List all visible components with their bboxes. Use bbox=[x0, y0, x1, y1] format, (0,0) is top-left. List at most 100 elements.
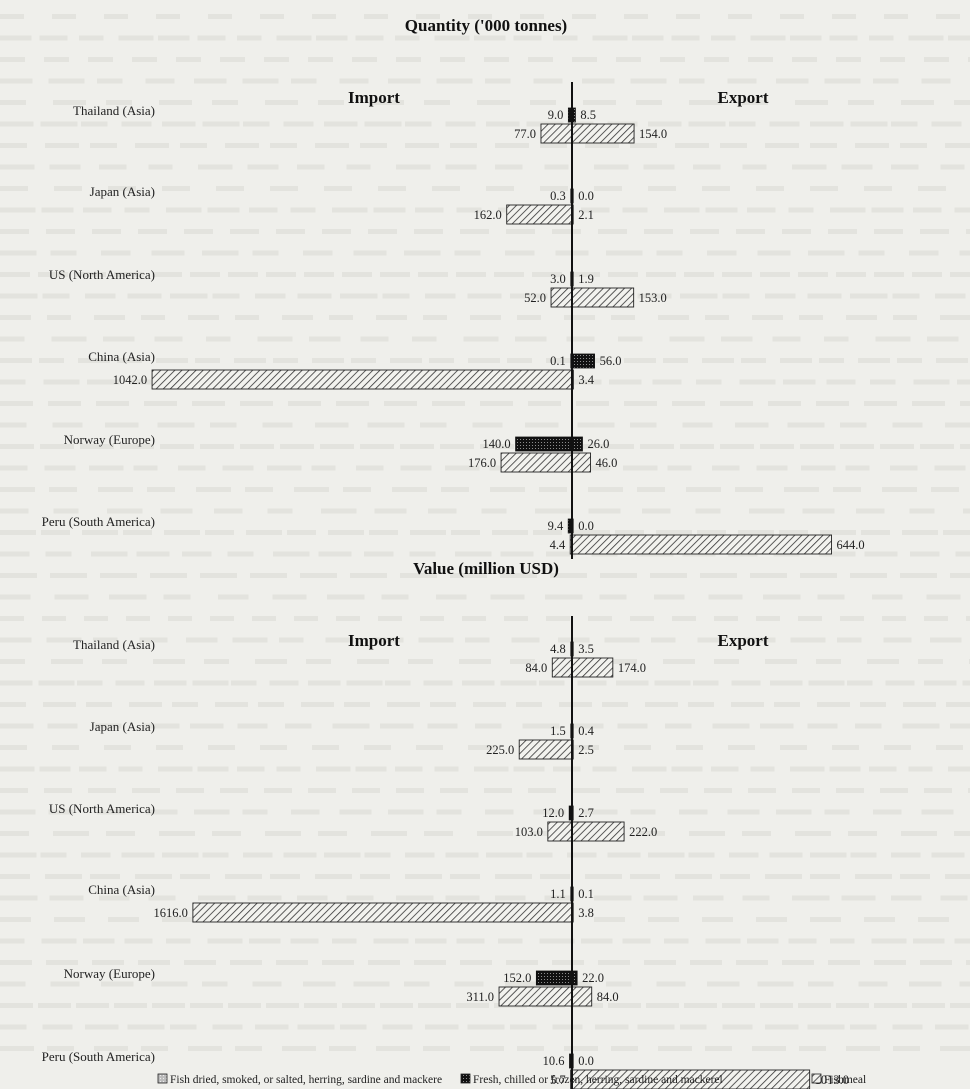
value-label: 311.0 bbox=[466, 990, 494, 1004]
bar-fresh-import bbox=[535, 970, 573, 986]
category-row: Japan (Asia) 0.3 0.0 162.0 2.1 bbox=[90, 184, 594, 225]
bar-fishmeal-import bbox=[506, 204, 573, 225]
value-label: 140.0 bbox=[482, 437, 510, 451]
legend-item: Fresh, chilled or frozen, herring, sardi… bbox=[460, 1073, 723, 1086]
category-row: Peru (South America) 9.4 0.0 4.4 644.0 bbox=[42, 514, 865, 555]
value-label: 3.4 bbox=[578, 373, 594, 387]
category-label: Japan (Asia) bbox=[90, 184, 155, 199]
value-label: 0.0 bbox=[578, 189, 594, 203]
value-label: 84.0 bbox=[525, 661, 547, 675]
legend-label: Fish dried, smoked, or salted, herring, … bbox=[170, 1074, 442, 1086]
category-label: Norway (Europe) bbox=[64, 432, 155, 447]
value-label: 153.0 bbox=[639, 291, 667, 305]
value-label: 8.5 bbox=[580, 108, 596, 122]
bar-fishmeal-export bbox=[571, 986, 593, 1007]
value-label: 225.0 bbox=[486, 743, 514, 757]
category-label: China (Asia) bbox=[88, 882, 155, 897]
bar-fishmeal-import bbox=[547, 821, 573, 842]
import-label: Import bbox=[348, 88, 400, 107]
bar-fresh-export bbox=[571, 353, 595, 369]
value-label: 10.6 bbox=[543, 1054, 565, 1068]
value-label: 0.4 bbox=[578, 724, 594, 738]
category-label: Norway (Europe) bbox=[64, 966, 155, 981]
value-label: 0.0 bbox=[578, 1054, 594, 1068]
legend-swatch bbox=[811, 1073, 822, 1084]
value-label: 2.1 bbox=[578, 208, 594, 222]
legend: Fish dried, smoked, or salted, herring, … bbox=[157, 1073, 866, 1086]
export-label: Export bbox=[718, 88, 769, 107]
category-row: US (North America) 3.0 1.9 52.0 153.0 bbox=[49, 267, 667, 308]
bar-fishmeal-import bbox=[151, 369, 573, 390]
bar-fishmeal-import bbox=[551, 657, 573, 678]
bar-fishmeal-export bbox=[571, 821, 625, 842]
category-label: Peru (South America) bbox=[42, 1049, 155, 1064]
bar-fresh-export bbox=[571, 436, 583, 452]
value-label: 56.0 bbox=[600, 354, 622, 368]
value-label: 1.9 bbox=[578, 272, 594, 286]
value-label: 12.0 bbox=[542, 806, 564, 820]
category-label: Thailand (Asia) bbox=[73, 637, 155, 652]
value-label: 5.7 bbox=[550, 1073, 566, 1087]
category-label: Thailand (Asia) bbox=[73, 103, 155, 118]
value-label: 0.1 bbox=[550, 354, 566, 368]
category-label: China (Asia) bbox=[88, 349, 155, 364]
bar-fishmeal-import bbox=[500, 452, 573, 473]
bar-fishmeal-import bbox=[498, 986, 573, 1007]
value-label: 3.8 bbox=[578, 906, 594, 920]
value-label: 0.0 bbox=[578, 519, 594, 533]
value-label: 2.5 bbox=[578, 743, 594, 757]
bar-fishmeal-export bbox=[571, 452, 591, 473]
category-row: Thailand (Asia) 9.0 8.5 77.0 154.0 bbox=[73, 103, 667, 144]
value-label: 174.0 bbox=[618, 661, 646, 675]
category-label: Japan (Asia) bbox=[90, 719, 155, 734]
value-label: 77.0 bbox=[514, 127, 536, 141]
value-label: 3.0 bbox=[550, 272, 566, 286]
legend-label: Fresh, chilled or frozen, herring, sardi… bbox=[473, 1074, 723, 1086]
value-label: 84.0 bbox=[597, 990, 619, 1004]
value-label: 22.0 bbox=[582, 971, 604, 985]
value-label: 9.0 bbox=[548, 108, 564, 122]
value-label: 1013.0 bbox=[815, 1073, 849, 1087]
value-label: 103.0 bbox=[515, 825, 543, 839]
chart-panel-2: Value (million USD) Import Export Thailand … bbox=[42, 559, 849, 1089]
category-label: Peru (South America) bbox=[42, 514, 155, 529]
export-label: Export bbox=[718, 631, 769, 650]
bar-fishmeal-import bbox=[550, 287, 573, 308]
value-label: 1.1 bbox=[550, 887, 566, 901]
value-label: 52.0 bbox=[524, 291, 546, 305]
value-label: 1042.0 bbox=[113, 373, 147, 387]
category-row: China (Asia) 1.1 0.1 1616.0 3.8 bbox=[88, 882, 594, 923]
legend-swatch bbox=[157, 1073, 168, 1084]
category-row: Norway (Europe) 152.0 22.0 311.0 84.0 bbox=[64, 966, 619, 1007]
legend-item: Fishmeal bbox=[811, 1073, 866, 1086]
import-label: Import bbox=[348, 631, 400, 650]
category-row: China (Asia) 0.1 56.0 1042.0 3.4 bbox=[88, 349, 622, 390]
value-label: 3.5 bbox=[578, 642, 594, 656]
bar-fishmeal-export bbox=[571, 123, 635, 144]
bar-fishmeal-import bbox=[518, 739, 573, 760]
chart-title: Value (million USD) bbox=[413, 559, 559, 578]
chart-title: Quantity ('000 tonnes) bbox=[405, 16, 567, 35]
value-label: 46.0 bbox=[596, 456, 618, 470]
bar-fishmeal-export bbox=[571, 657, 614, 678]
value-label: 0.1 bbox=[578, 887, 594, 901]
value-label: 152.0 bbox=[503, 971, 531, 985]
bar-fishmeal-import bbox=[540, 123, 573, 144]
value-label: 4.4 bbox=[550, 538, 566, 552]
legend-label: Fishmeal bbox=[824, 1074, 866, 1086]
legend-swatch bbox=[460, 1073, 471, 1084]
category-row: Japan (Asia) 1.5 0.4 225.0 2.5 bbox=[90, 719, 595, 760]
value-label: 162.0 bbox=[474, 208, 502, 222]
category-row: Norway (Europe) 140.0 26.0 176.0 46.0 bbox=[64, 432, 618, 473]
bar-fishmeal-import bbox=[192, 902, 573, 923]
value-label: 4.8 bbox=[550, 642, 566, 656]
value-label: 176.0 bbox=[468, 456, 496, 470]
bar-fishmeal-export bbox=[571, 287, 635, 308]
value-label: 1.5 bbox=[550, 724, 566, 738]
value-label: 222.0 bbox=[629, 825, 657, 839]
value-label: 644.0 bbox=[837, 538, 865, 552]
category-label: US (North America) bbox=[49, 267, 155, 282]
